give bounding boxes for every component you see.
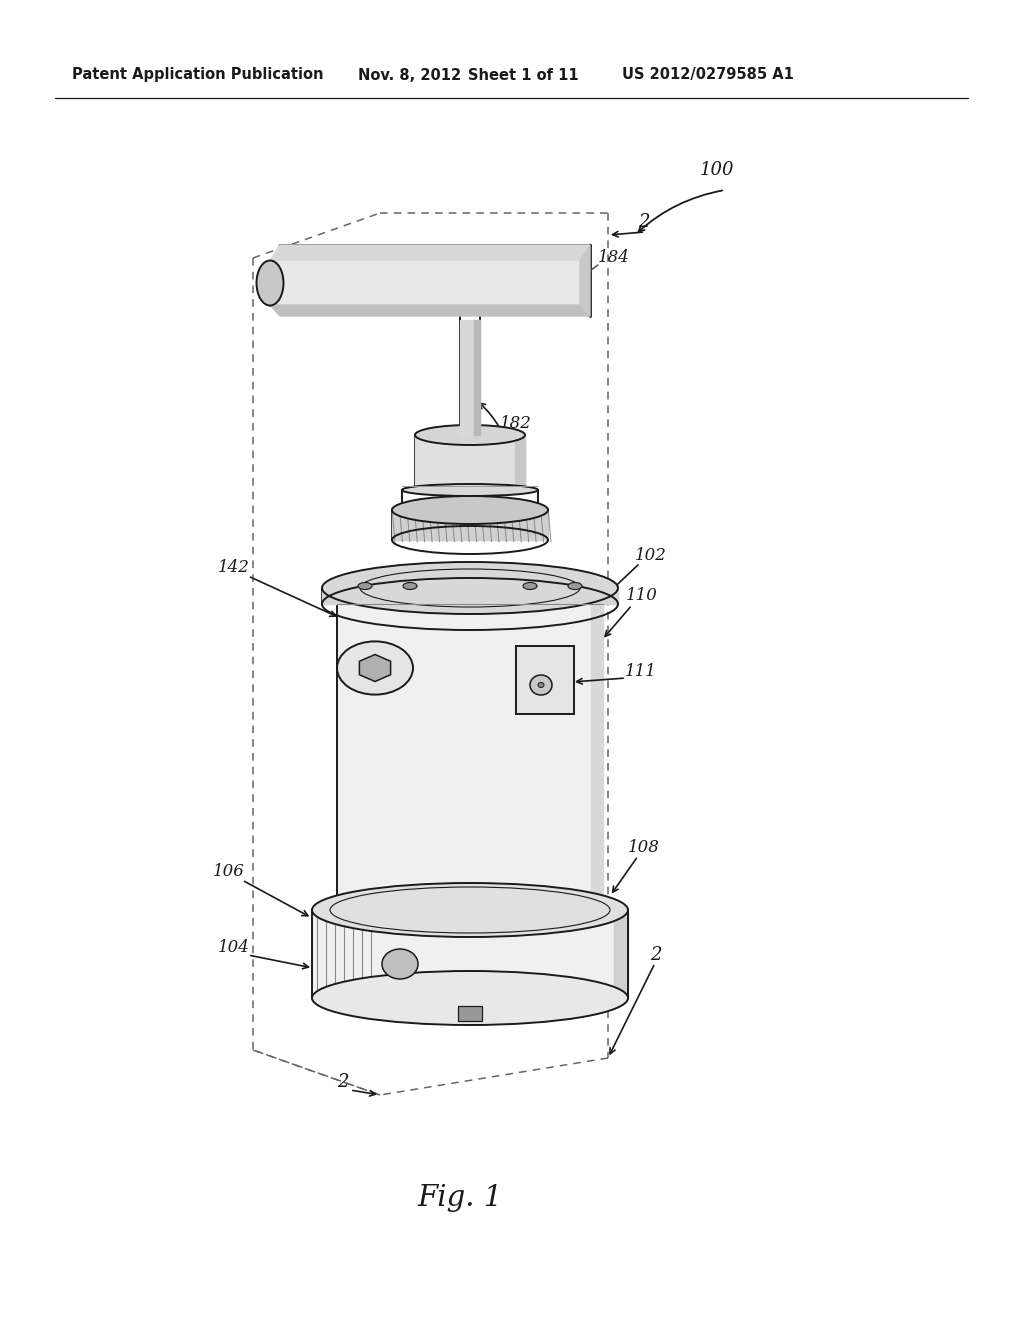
Text: 106: 106: [213, 863, 245, 880]
Polygon shape: [359, 655, 390, 681]
Polygon shape: [270, 246, 590, 261]
Polygon shape: [460, 319, 480, 436]
Text: 2: 2: [280, 256, 292, 275]
Text: US 2012/0279585 A1: US 2012/0279585 A1: [622, 67, 794, 82]
Ellipse shape: [322, 562, 618, 614]
Polygon shape: [415, 436, 525, 490]
Text: 142: 142: [218, 560, 250, 577]
Ellipse shape: [358, 582, 372, 590]
Ellipse shape: [403, 582, 417, 590]
Text: 2: 2: [337, 1073, 348, 1092]
Ellipse shape: [337, 565, 603, 609]
Text: Nov. 8, 2012: Nov. 8, 2012: [358, 67, 461, 82]
Polygon shape: [270, 261, 580, 305]
Text: 100: 100: [700, 161, 734, 180]
Polygon shape: [312, 909, 628, 998]
Text: 111: 111: [625, 664, 656, 681]
Ellipse shape: [415, 425, 525, 445]
Polygon shape: [614, 909, 628, 998]
Polygon shape: [337, 587, 603, 909]
Polygon shape: [474, 319, 480, 436]
Text: Fig. 1: Fig. 1: [418, 1184, 503, 1212]
Ellipse shape: [530, 675, 552, 696]
Text: 104: 104: [218, 939, 250, 956]
Polygon shape: [580, 246, 590, 315]
Ellipse shape: [402, 484, 538, 496]
Text: 102: 102: [635, 546, 667, 564]
Text: 2: 2: [638, 213, 649, 231]
Polygon shape: [322, 587, 618, 605]
Text: Patent Application Publication: Patent Application Publication: [72, 67, 324, 82]
Ellipse shape: [256, 260, 284, 305]
Text: 182: 182: [500, 416, 531, 433]
FancyBboxPatch shape: [458, 1006, 482, 1020]
Text: 110: 110: [626, 587, 657, 605]
Ellipse shape: [392, 496, 548, 524]
Polygon shape: [591, 587, 603, 909]
Ellipse shape: [312, 972, 628, 1026]
Ellipse shape: [568, 582, 582, 590]
Ellipse shape: [538, 682, 544, 688]
Ellipse shape: [382, 949, 418, 979]
Text: Sheet 1 of 11: Sheet 1 of 11: [468, 67, 579, 82]
Text: 108: 108: [628, 840, 659, 857]
Ellipse shape: [337, 642, 413, 694]
Ellipse shape: [312, 883, 628, 937]
FancyBboxPatch shape: [516, 645, 574, 714]
Polygon shape: [515, 436, 525, 490]
Text: 2: 2: [650, 946, 662, 964]
Ellipse shape: [523, 582, 537, 590]
Polygon shape: [392, 510, 548, 540]
Polygon shape: [270, 305, 590, 315]
Text: 184: 184: [598, 249, 630, 267]
